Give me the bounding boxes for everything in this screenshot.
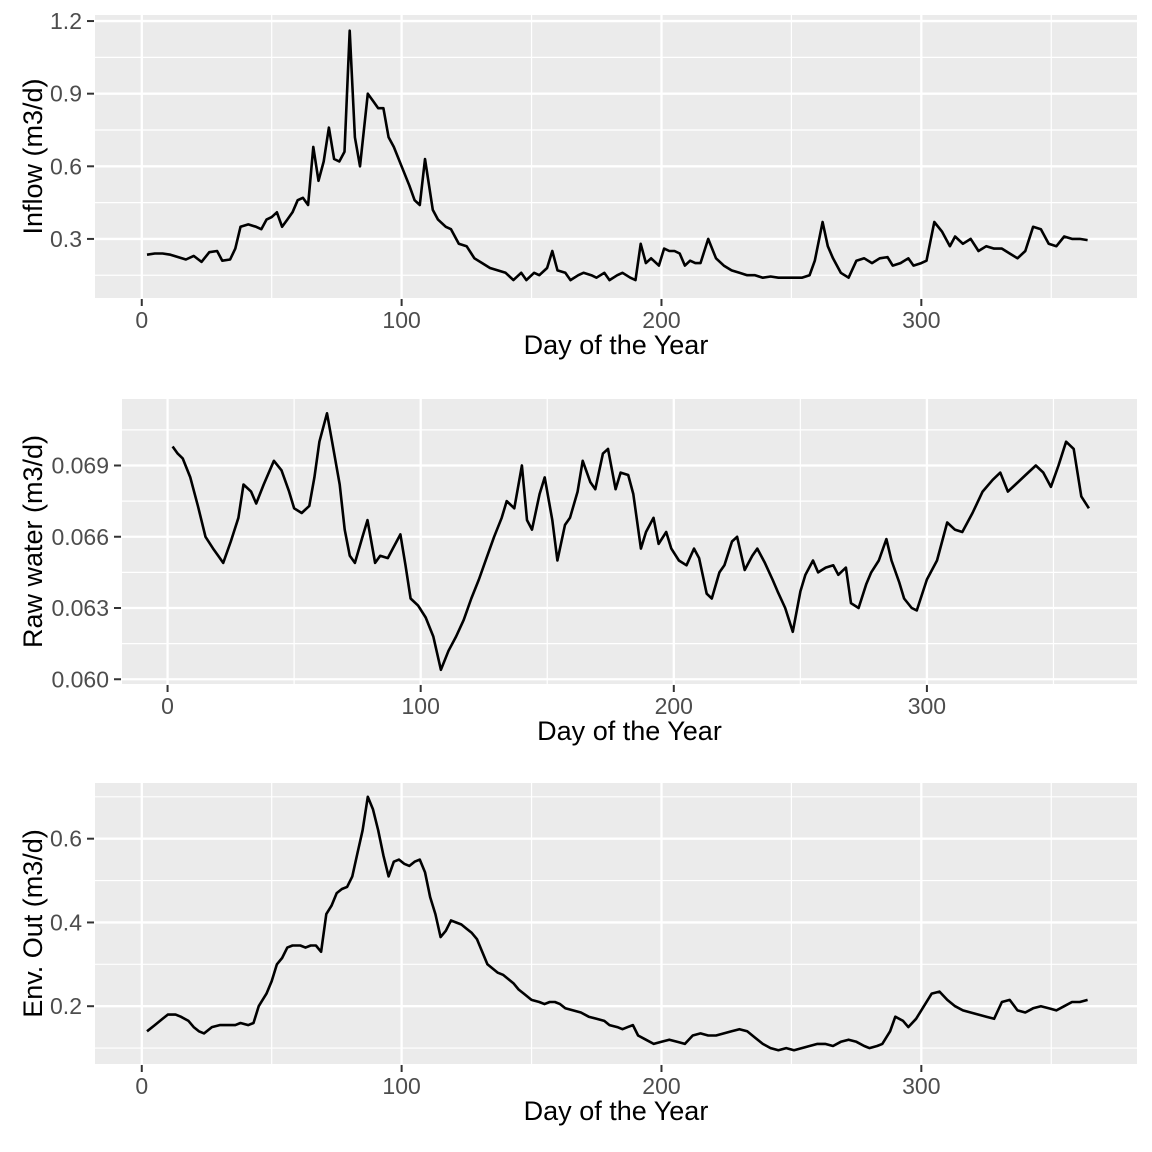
grid-major [122, 399, 1137, 684]
grid-major [95, 783, 1137, 1064]
x-axis-title: Day of the Year [524, 1096, 709, 1126]
x-tick-label: 0 [161, 693, 174, 719]
y-tick-label: 1.2 [50, 8, 82, 34]
x-axis-title: Day of the Year [524, 330, 709, 360]
x-axis-title: Day of the Year [537, 716, 722, 746]
x-tick-label: 300 [908, 693, 946, 719]
y-tick-label: 0.2 [50, 993, 82, 1019]
x-tick-label: 100 [382, 307, 420, 333]
x-tick-label: 100 [382, 1073, 420, 1099]
raw-water-panel: 0 100 200 300 0.060 0.063 0.066 0.069 Day of the… [18, 399, 1137, 746]
axis-ticks [87, 837, 923, 1072]
y-tick-label: 0.069 [51, 453, 109, 479]
env_out-line [146, 795, 1088, 1052]
inflow-panel: 0 100 200 300 0.3 0.6 0.9 1.2 Day of the Year Inf… [18, 8, 1137, 360]
y-tick-label: 0.060 [51, 666, 109, 692]
panel-background [122, 399, 1137, 684]
axis-ticks [114, 464, 928, 692]
x-tick-label: 200 [642, 307, 680, 333]
axis-ticks [87, 20, 923, 306]
x-tick-label: 100 [401, 693, 439, 719]
x-tick-label: 0 [135, 1073, 148, 1099]
y-tick-label: 0.066 [51, 524, 109, 550]
x-tick-label: 200 [655, 693, 693, 719]
y-tick-label: 0.6 [50, 826, 82, 852]
y-tick-label: 0.4 [50, 909, 82, 935]
y-tick-label: 0.6 [50, 153, 82, 179]
y-axis-title: Env. Out (m3/d) [18, 829, 48, 1018]
x-tick-label: 200 [642, 1073, 680, 1099]
env-out-panel: 0 100 200 300 0.2 0.4 0.6 Day of the Year Env. O… [18, 783, 1137, 1126]
inflow-line [146, 29, 1088, 282]
grid-minor [95, 15, 1137, 298]
y-axis-title: Raw water (m3/d) [18, 435, 48, 648]
y-tick-label: 0.3 [50, 226, 82, 252]
grid-minor [95, 783, 1137, 1064]
y-axis-title: Inflow (m3/d) [18, 78, 48, 234]
raw_water-line [171, 412, 1090, 672]
x-tick-label: 300 [902, 307, 940, 333]
x-tick-label: 0 [135, 307, 148, 333]
y-tick-label: 0.063 [51, 595, 109, 621]
panel-background [95, 15, 1137, 298]
y-tick-label: 0.9 [50, 81, 82, 107]
x-tick-label: 300 [902, 1073, 940, 1099]
grid-major [95, 15, 1137, 298]
